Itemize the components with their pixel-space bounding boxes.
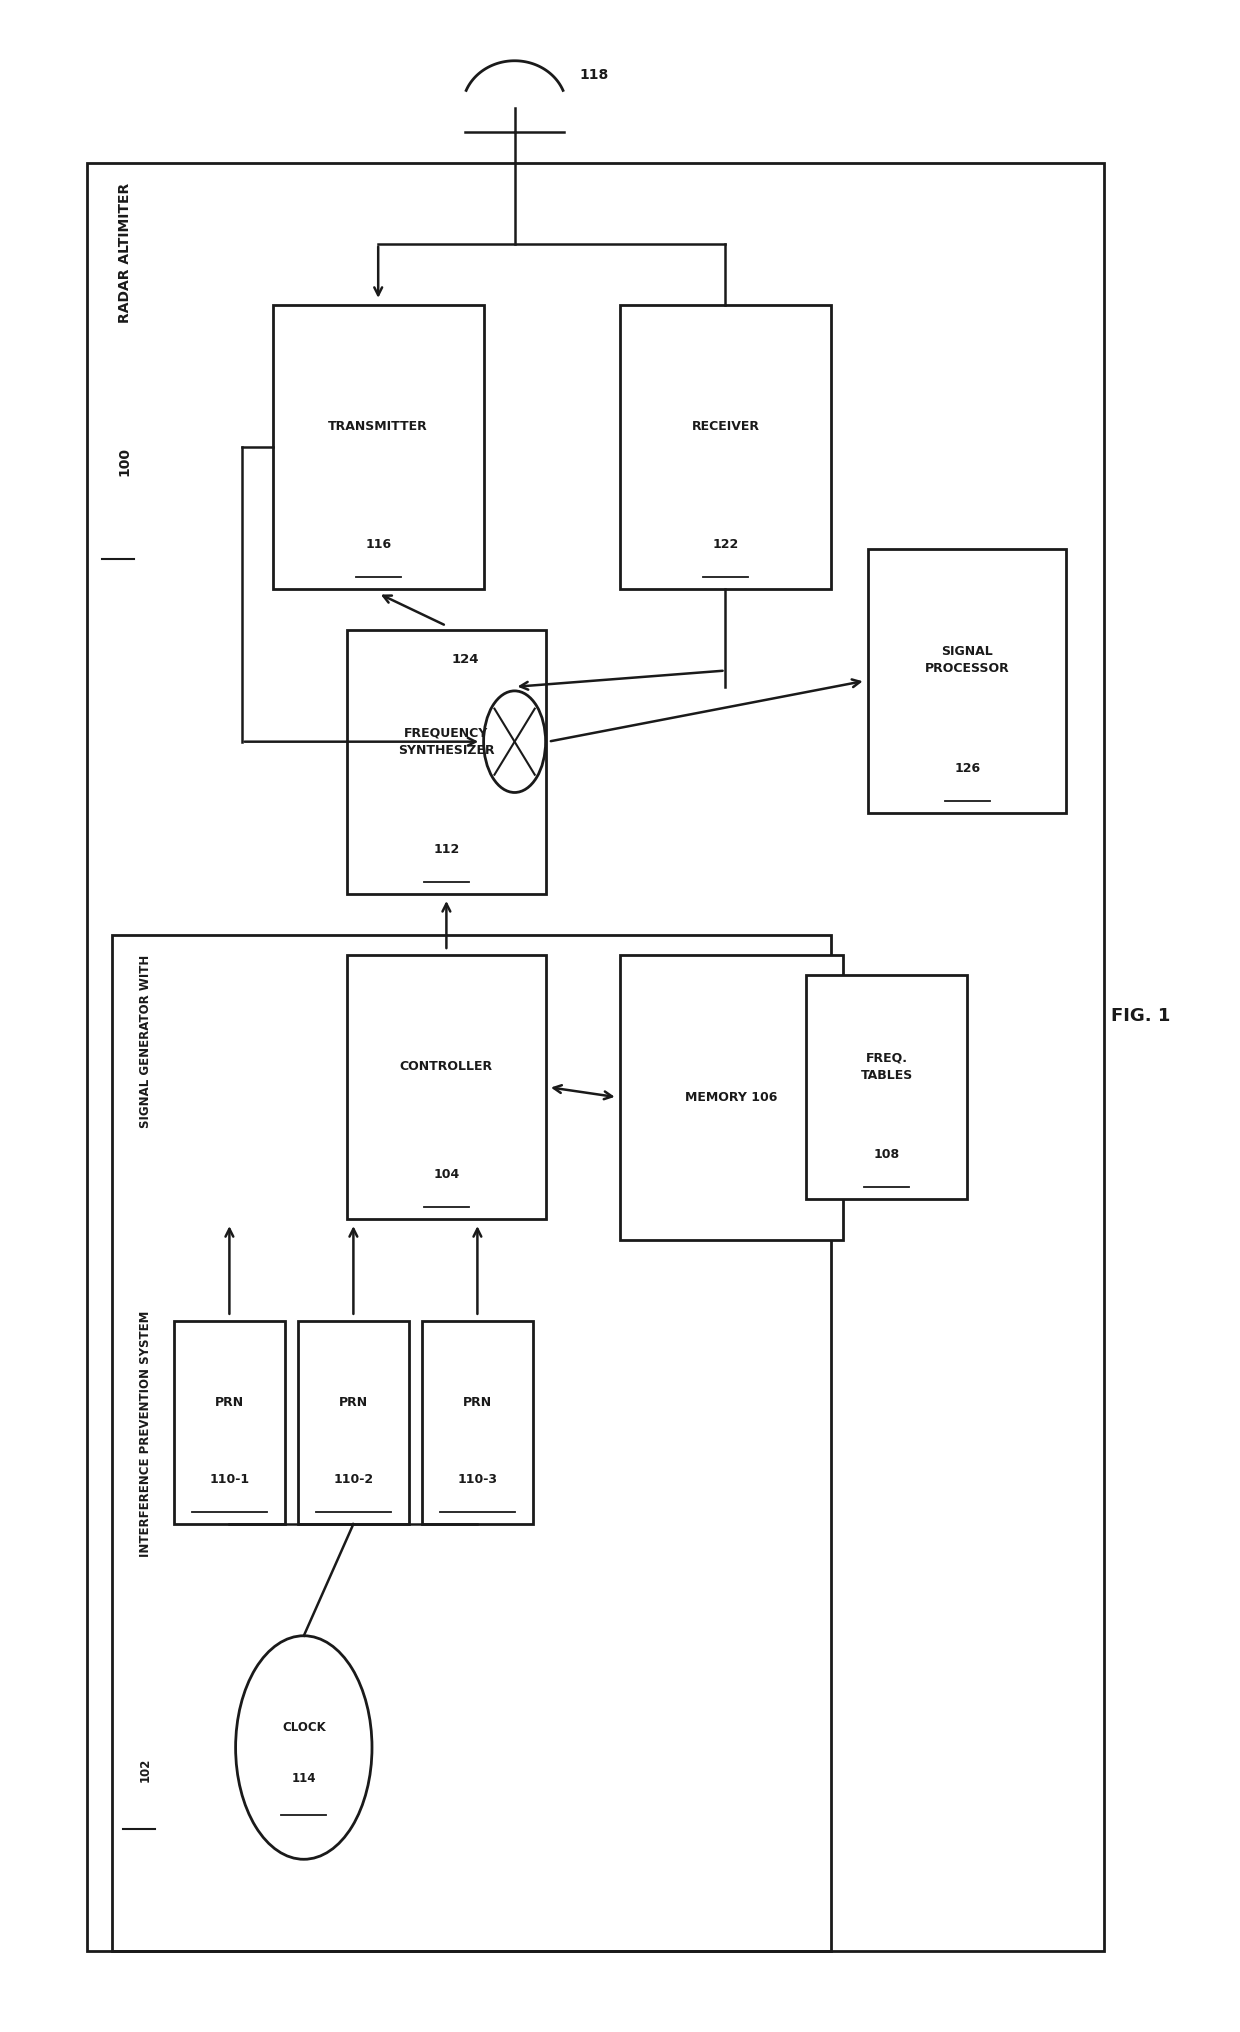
Text: FREQ.
TABLES: FREQ. TABLES bbox=[861, 1053, 913, 1081]
Text: TRANSMITTER: TRANSMITTER bbox=[329, 421, 428, 433]
Text: 110-2: 110-2 bbox=[334, 1473, 373, 1485]
Circle shape bbox=[236, 1636, 372, 1859]
Bar bbox=[298, 1321, 409, 1524]
Text: FREQUENCY
SYNTHESIZER: FREQUENCY SYNTHESIZER bbox=[398, 727, 495, 756]
Text: SIGNAL GENERATOR WITH: SIGNAL GENERATOR WITH bbox=[139, 955, 151, 1128]
Text: 108: 108 bbox=[873, 1148, 900, 1160]
Text: CONTROLLER: CONTROLLER bbox=[399, 1061, 494, 1073]
Bar bbox=[174, 1321, 285, 1524]
Bar bbox=[422, 1321, 533, 1524]
Text: RECEIVER: RECEIVER bbox=[692, 421, 759, 433]
Text: 110-3: 110-3 bbox=[458, 1473, 497, 1485]
Bar bbox=[620, 305, 831, 589]
Bar bbox=[347, 955, 546, 1219]
Text: PRN: PRN bbox=[215, 1396, 244, 1408]
Text: 100: 100 bbox=[118, 447, 131, 475]
Bar bbox=[620, 955, 843, 1240]
Text: 102: 102 bbox=[139, 1758, 151, 1782]
Circle shape bbox=[484, 691, 546, 792]
Text: 122: 122 bbox=[712, 538, 739, 551]
Text: 114: 114 bbox=[291, 1772, 316, 1784]
Text: SIGNAL
PROCESSOR: SIGNAL PROCESSOR bbox=[925, 646, 1009, 675]
Text: 116: 116 bbox=[365, 538, 392, 551]
Text: PRN: PRN bbox=[339, 1396, 368, 1408]
Text: 110-1: 110-1 bbox=[210, 1473, 249, 1485]
Text: FIG. 1: FIG. 1 bbox=[1111, 1008, 1171, 1024]
Text: 118: 118 bbox=[579, 69, 609, 81]
Text: 112: 112 bbox=[433, 843, 460, 855]
Text: 126: 126 bbox=[954, 762, 981, 774]
Text: RADAR ALTIMITER: RADAR ALTIMITER bbox=[118, 183, 131, 323]
Text: MEMORY 106: MEMORY 106 bbox=[686, 1091, 777, 1103]
Text: 124: 124 bbox=[451, 654, 479, 666]
Text: CLOCK: CLOCK bbox=[281, 1721, 326, 1733]
Bar bbox=[806, 975, 967, 1199]
Text: INTERFERENCE PREVENTION SYSTEM: INTERFERENCE PREVENTION SYSTEM bbox=[139, 1311, 151, 1557]
Text: PRN: PRN bbox=[463, 1396, 492, 1408]
Bar bbox=[112, 935, 831, 1951]
Bar bbox=[273, 305, 484, 589]
Bar bbox=[868, 549, 1066, 813]
Bar bbox=[347, 630, 546, 894]
Text: 104: 104 bbox=[433, 1168, 460, 1181]
Bar bbox=[87, 163, 1104, 1951]
